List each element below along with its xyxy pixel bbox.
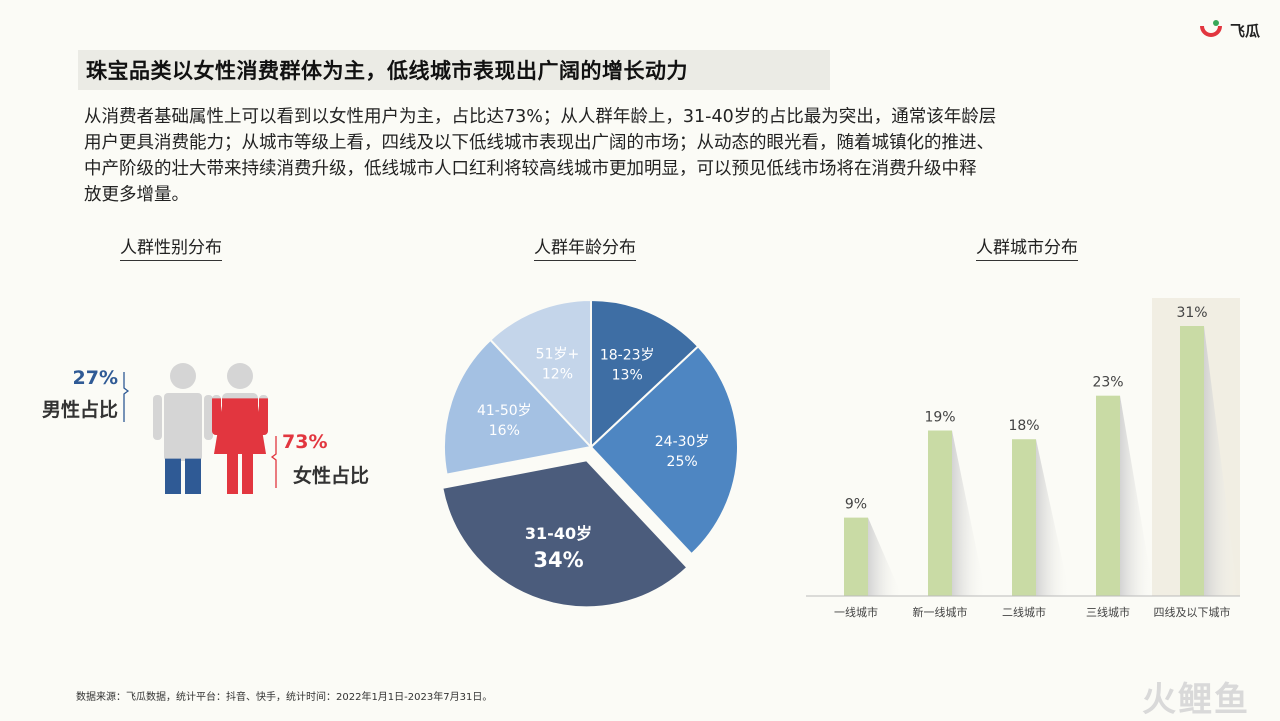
title-banner — [78, 50, 830, 90]
bar — [844, 517, 868, 596]
pie-value-label: 34% — [533, 548, 583, 572]
x-tick-label: 三线城市 — [1086, 605, 1130, 619]
bar-shadow — [1120, 395, 1154, 596]
pie-category-label: 18-23岁 — [600, 347, 655, 363]
bar-value-label: 18% — [1008, 418, 1039, 434]
bar-value-label: 19% — [924, 410, 955, 426]
female-percent-label: 73% — [282, 431, 327, 453]
pie-category-label: 51岁+ — [536, 346, 580, 362]
x-tick-label: 四线及以下城市 — [1154, 605, 1231, 619]
x-tick-label: 二线城市 — [1002, 605, 1046, 619]
bar-value-label: 31% — [1176, 305, 1207, 321]
female-figure-icon — [212, 363, 268, 494]
x-tick-label: 一线城市 — [834, 605, 878, 619]
x-tick-label: 新一线城市 — [913, 605, 968, 619]
intro-line: 放更多增量。 — [84, 185, 189, 205]
gender-section-title: 人群性别分布 — [120, 233, 222, 261]
bar — [928, 430, 952, 596]
pie-slice — [441, 459, 689, 609]
bar-value-label: 9% — [845, 497, 867, 513]
bar — [1180, 326, 1204, 596]
intro-paragraph: 从消费者基础属性上可以看到以女性用户为主，占比达73%；从人群年龄上，31-40… — [84, 104, 1204, 208]
male-figure-icon — [153, 363, 213, 494]
pie-value-label: 13% — [612, 367, 643, 383]
pie-category-label: 41-50岁 — [477, 403, 532, 419]
bar — [1096, 395, 1120, 596]
page-title: 珠宝品类以女性消费群体为主，低线城市表现出广阔的增长动力 — [86, 59, 688, 83]
bar-shadow — [1036, 439, 1070, 596]
female-category-label: 女性占比 — [293, 464, 369, 487]
male-percent-label: 27% — [73, 367, 118, 389]
bar-shadow — [868, 517, 902, 596]
intro-line: 中产阶级的壮大带来持续消费升级，低线城市人口红利将较高线城市更加明显，可以预见低… — [84, 159, 977, 179]
pie-category-label: 31-40岁 — [525, 524, 592, 543]
female-bracket — [270, 436, 277, 488]
intro-line: 从消费者基础属性上可以看到以女性用户为主，占比达73%；从人群年龄上，31-40… — [84, 107, 997, 127]
city-section-title: 人群城市分布 — [976, 233, 1078, 261]
pie-category-label: 24-30岁 — [655, 434, 710, 450]
male-category-label: 男性占比 — [42, 398, 118, 421]
bar-shadow — [952, 430, 986, 596]
city-bar-chart: 9% 一线城市 19% 新一线城市 18% 二线城市 23% 三线城市 31% 四线及以下城市 — [806, 298, 1240, 619]
bar-value-label: 23% — [1092, 375, 1123, 391]
pie-slice — [443, 338, 593, 476]
bar-shadow — [1204, 326, 1238, 596]
pie-slice — [590, 298, 700, 450]
feigua-logo-icon — [1200, 20, 1222, 37]
data-source-note: 数据来源：飞瓜数据，统计平台：抖音、快手，统计时间：2022年1月1日-2023… — [76, 692, 493, 703]
pie-value-label: 25% — [667, 454, 698, 470]
pie-value-label: 12% — [542, 366, 573, 382]
pie-slice — [488, 298, 592, 450]
gender-chart: 27% 男性占比 73% 女性占比 — [42, 363, 369, 494]
age-section-title: 人群年龄分布 — [534, 233, 636, 261]
intro-line: 用户更具消费能力；从城市等级上看，四线及以下低线城市表现出广阔的市场；从动态的眼… — [84, 133, 994, 153]
pie-slice — [589, 344, 739, 556]
logo-text: 飞瓜 — [1230, 22, 1261, 40]
watermark: 火鲤鱼 — [1142, 680, 1250, 720]
pie-value-label: 16% — [489, 423, 520, 439]
age-pie-chart: 18-23岁 13% 24-30岁 25% 31-40岁 34% 41-50岁 16% 51岁+… — [441, 298, 739, 609]
male-bracket — [123, 372, 130, 422]
bar — [1012, 439, 1036, 596]
